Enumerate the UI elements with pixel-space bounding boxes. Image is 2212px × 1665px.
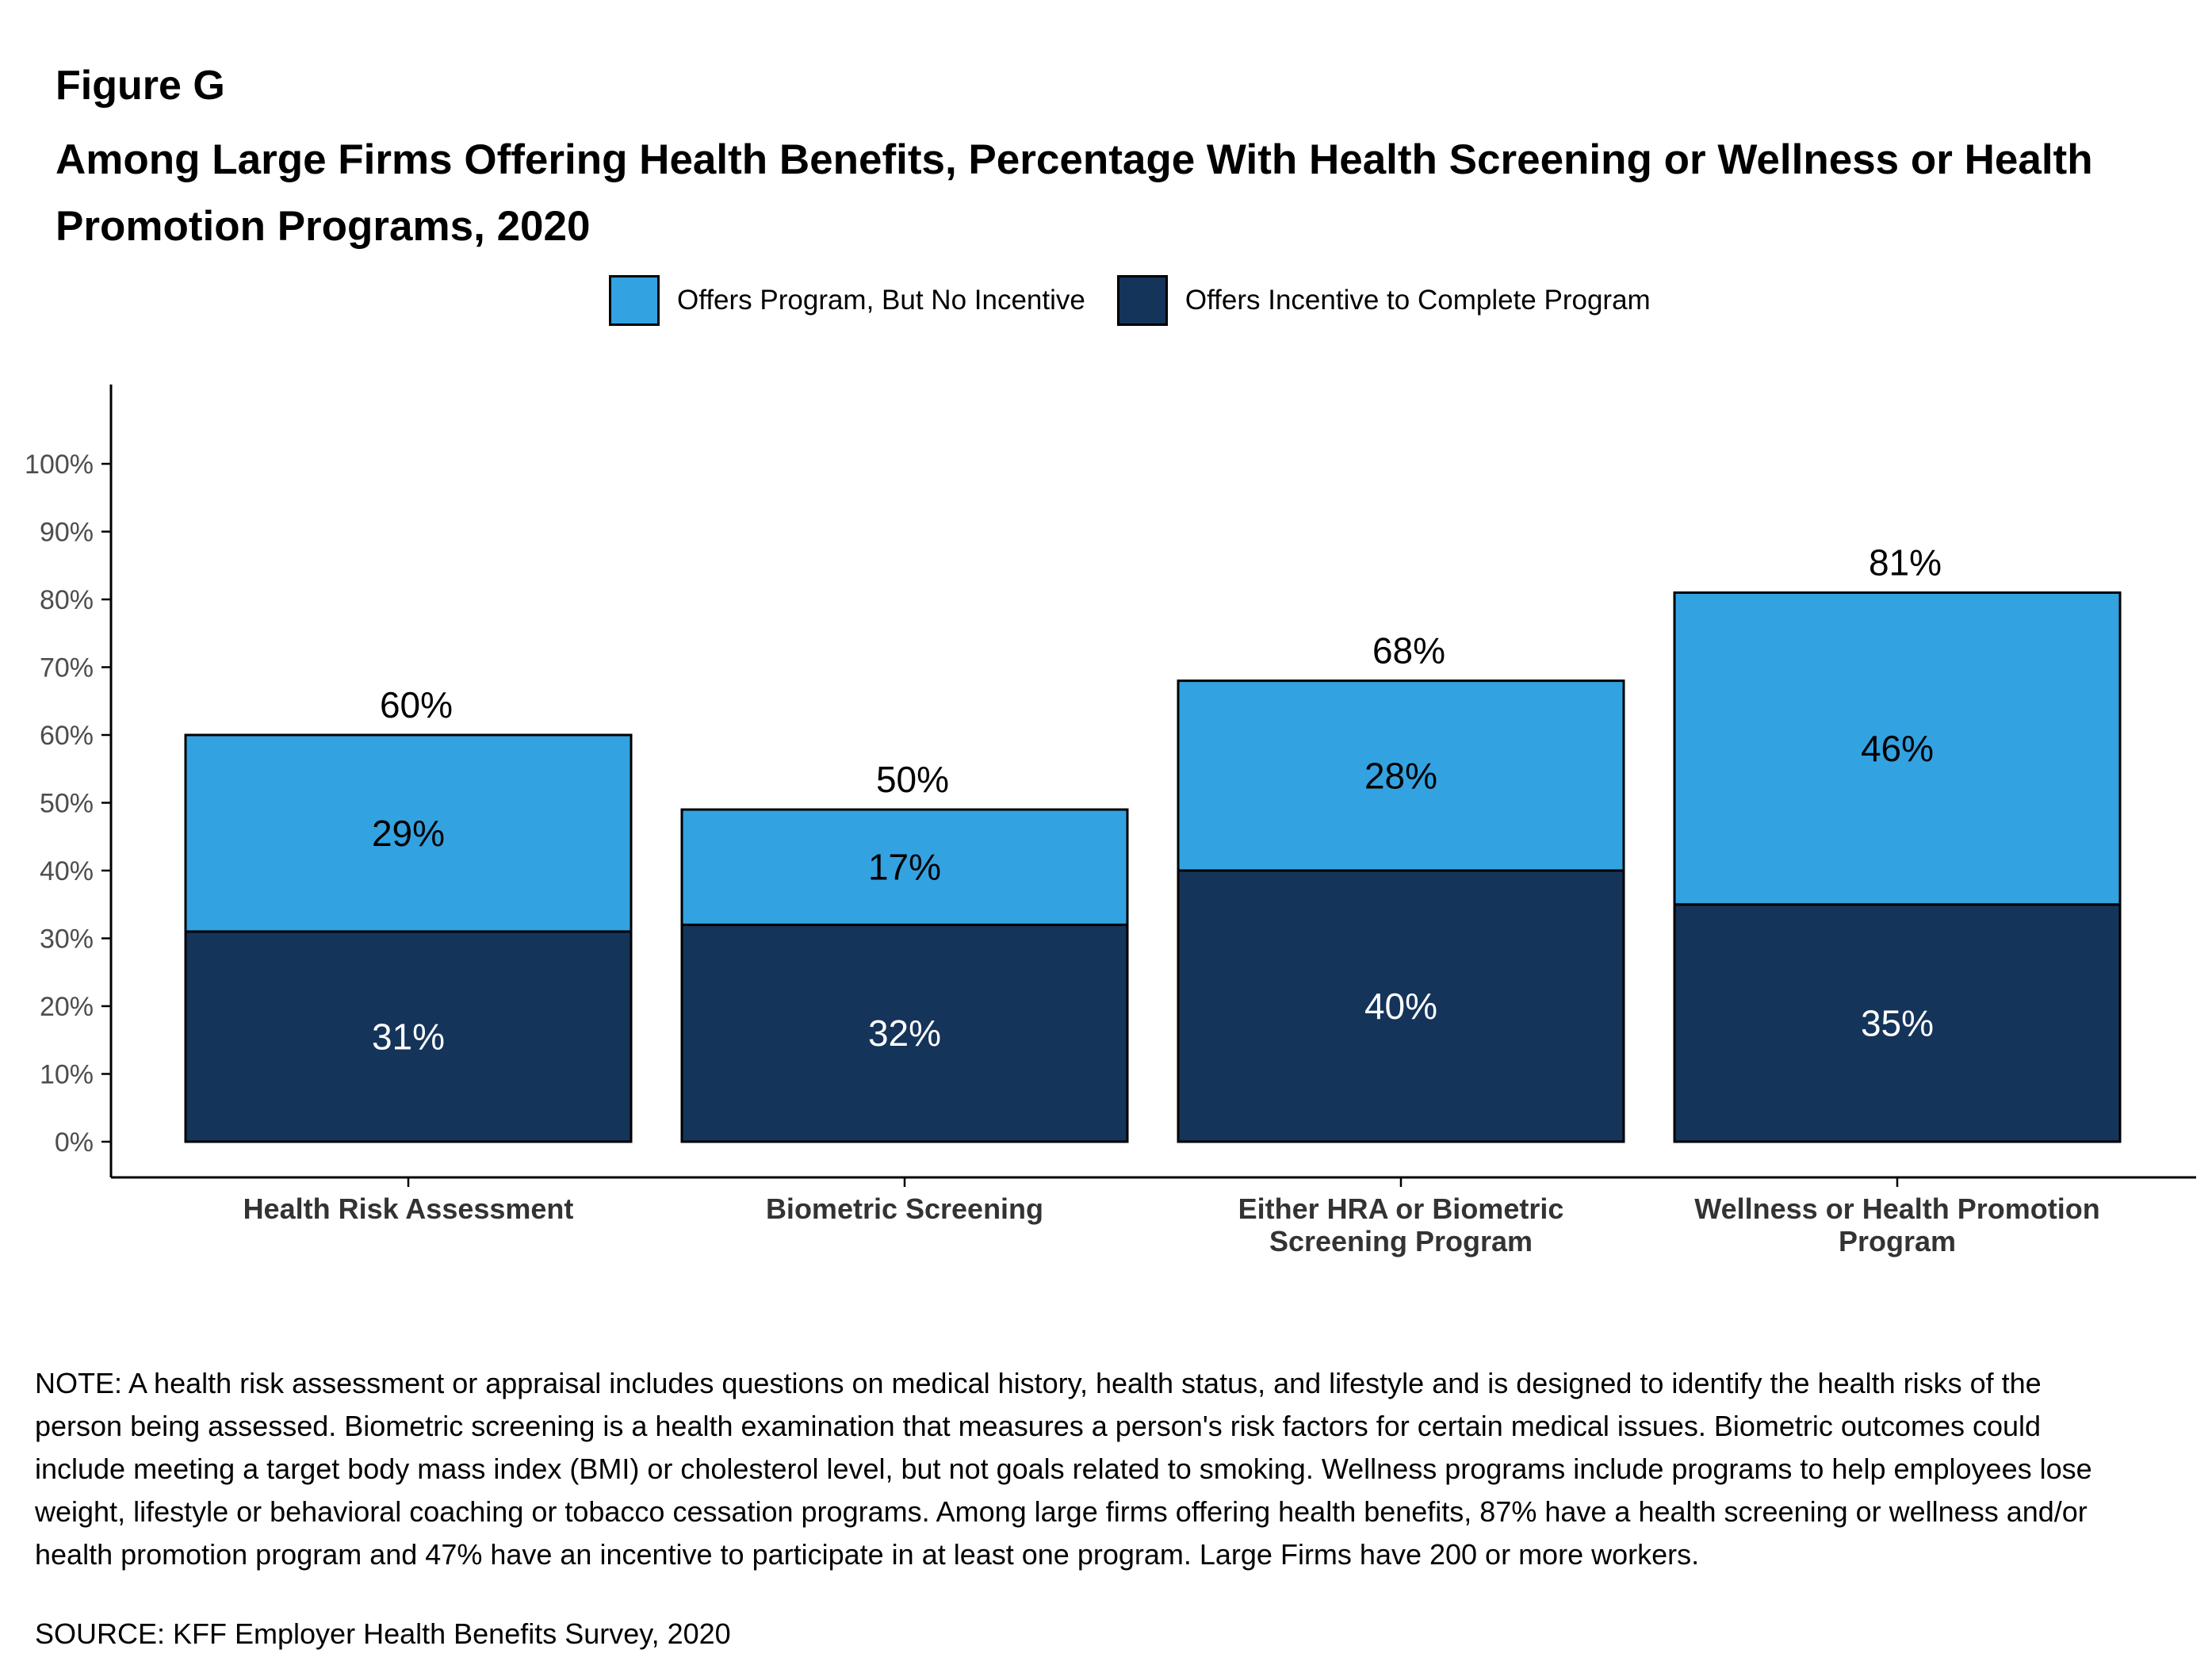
y-tick-label: 60% [40,721,94,751]
bar-value-label: 29% [372,813,445,854]
legend-item-no-incentive: Offers Program, But No Incentive [609,275,1085,326]
y-tick-label: 20% [40,992,94,1022]
bar-value-label: 46% [1861,728,1934,769]
bar-segment [184,733,633,933]
stacked-bar-chart: 0% 10% 20% 30% 40% 50% 60% 70% 80% 90% 100% 31% 29% 6… [25,385,2196,1257]
x-tick-label-line: Program [1839,1225,1956,1257]
bar-total-label: 50% [876,759,949,800]
bar-total-label: 60% [380,684,453,725]
bar-value-label: 28% [1364,755,1437,796]
bar-total-label: 68% [1372,630,1445,672]
bar-value-label: 31% [372,1016,445,1057]
x-tick-label-line: Either HRA or Biometric [1238,1192,1564,1225]
y-tick-label: 10% [40,1060,94,1090]
bar-segment [680,808,1129,926]
x-tick-label: Health Risk Assessment [243,1192,574,1225]
y-tick-label: 70% [40,653,94,683]
x-tick-label-line: Health Risk Assessment [243,1192,574,1225]
bar-value-label: 32% [868,1012,941,1054]
x-tick-label: Either HRA or Biometric Screening Program [1238,1192,1564,1257]
y-tick-label: 80% [40,585,94,615]
bar-segment [1673,903,2122,1143]
chart-title: Among Large Firms Offering Health Benefi… [55,136,2093,250]
chart-note: NOTE: A health risk assessment or apprai… [35,1367,2092,1571]
bar-segment [680,923,1129,1143]
legend-item-incentive: Offers Incentive to Complete Program [1116,275,1651,326]
legend-label-incentive: Offers Incentive to Complete Program [1184,285,1651,316]
x-tick-label: Biometric Screening [766,1192,1043,1225]
x-tick-label-line: Wellness or Health Promotion [1694,1192,2099,1225]
bar-value-label: 35% [1861,1002,1934,1043]
bar-value-label: 17% [868,847,941,888]
bar-segment [1177,869,1625,1143]
chart-legend: Offers Program, But No Incentive Offers … [609,275,1682,326]
y-tick-label: 100% [25,450,94,480]
bar-segment [1673,591,2122,906]
legend-swatch-incentive [1116,275,1168,326]
y-tick-label: 90% [40,518,94,548]
chart-source: SOURCE: KFF Employer Health Benefits Sur… [35,1617,731,1650]
bar-segment [1177,679,1625,872]
bar-segment [184,930,633,1143]
figure-label: Figure G [55,63,225,109]
bar-total-label: 81% [1869,542,1942,583]
y-tick-label: 0% [55,1127,94,1158]
legend-swatch-no-incentive [609,275,660,326]
y-tick-label: 40% [40,856,94,886]
x-tick-label-line: Biometric Screening [766,1192,1043,1225]
y-tick-label: 30% [40,924,94,955]
x-tick-label-line: Screening Program [1269,1225,1533,1257]
y-tick-label: 50% [40,789,94,819]
legend-label-no-incentive: Offers Program, But No Incentive [677,285,1085,316]
bar-value-label: 40% [1364,986,1437,1027]
x-tick-label: Wellness or Health Promotion Program [1694,1192,2099,1257]
